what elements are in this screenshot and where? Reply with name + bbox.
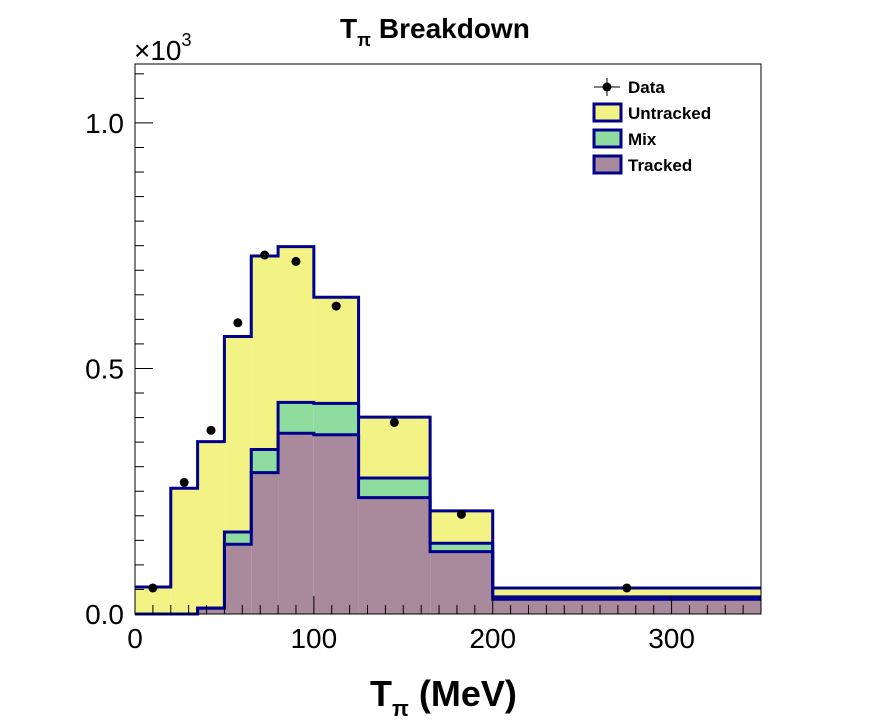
chart-title: Tπ Breakdown (340, 13, 530, 50)
legend-label: Tracked (628, 156, 692, 175)
data-point-7 (389, 417, 399, 427)
legend-item-tracked: Tracked (592, 154, 692, 175)
bar-untracked-5 (278, 246, 314, 403)
legend-item-data: Data (594, 78, 665, 97)
x-axis-title: Tπ (MeV) (370, 673, 517, 721)
legend-swatch (592, 154, 623, 175)
bar-untracked-1 (170, 488, 198, 614)
bar-tracked-4 (251, 472, 279, 614)
legend-label: Data (628, 78, 665, 97)
stack-outlines (135, 245, 761, 616)
outline-untracked (135, 245, 761, 590)
data-point-4 (260, 250, 270, 260)
x-tick-label: 300 (648, 623, 695, 654)
legend-swatch (592, 128, 623, 149)
y-tick-label: 0.5 (85, 353, 124, 384)
data-point-1 (179, 477, 189, 487)
x-axis-ticks: 0 100 200 300 (127, 596, 762, 654)
bar-tracked-5 (278, 433, 314, 614)
data-point-3 (233, 318, 243, 328)
y-tick-label: 1.0 (85, 108, 124, 139)
legend-item-mix: Mix (592, 128, 657, 149)
plot-frame (134, 63, 762, 615)
legend-data-marker (602, 82, 612, 92)
bar-mix-6 (313, 403, 359, 435)
bar-tracked-8 (430, 551, 493, 614)
bar-tracked-6 (313, 434, 359, 614)
bar-mix-7 (358, 477, 431, 498)
legend-label: Untracked (628, 104, 711, 123)
x-tick-label: 100 (290, 623, 337, 654)
chart-title-main: T (340, 13, 357, 44)
bar-untracked-4 (251, 256, 279, 450)
bar-mix-5 (278, 402, 314, 434)
x-tick-label: 200 (469, 623, 516, 654)
legend-swatch (592, 102, 623, 123)
y-multiplier: ×103 (134, 30, 192, 66)
y-multiplier-exponent: 3 (182, 30, 192, 50)
legend-label: Mix (628, 130, 657, 149)
y-axis-ticks: 0.0 0.5 1.0 (85, 73, 153, 630)
data-point-0 (148, 583, 158, 593)
y-tick-label: 0.0 (85, 599, 124, 630)
stack-bars (135, 246, 761, 614)
data-point-8 (456, 509, 466, 519)
x-tick-label: 0 (127, 623, 143, 654)
chart-title-subscript: π (357, 30, 371, 50)
outline-mix (135, 400, 761, 616)
legend-item-untracked: Untracked (592, 102, 711, 123)
data-point-2 (206, 425, 216, 435)
bar-tracked-3 (224, 544, 252, 614)
bar-untracked-3 (224, 336, 252, 532)
bar-mix-4 (251, 449, 279, 473)
bar-tracked-2 (197, 608, 225, 614)
bar-untracked-7 (358, 417, 431, 478)
bar-untracked-6 (313, 297, 359, 404)
data-point-6 (331, 301, 341, 311)
x-axis-title-main: T (370, 673, 392, 714)
bar-mix-3 (224, 531, 252, 545)
bar-tracked-9 (492, 599, 761, 614)
bar-tracked-7 (358, 497, 431, 614)
x-axis-title-subscript: π (392, 696, 409, 721)
data-point-9 (622, 583, 632, 593)
data-point-5 (291, 256, 301, 266)
x-axis-title-suffix: (MeV) (419, 673, 517, 714)
data-points (148, 250, 632, 593)
y-multiplier-base: ×10 (134, 35, 182, 66)
legend: Data Untracked Mix Tracked (592, 78, 711, 175)
bar-untracked-2 (197, 441, 225, 609)
chart-title-suffix: Breakdown (379, 13, 530, 44)
bar-mix-8 (430, 543, 493, 552)
